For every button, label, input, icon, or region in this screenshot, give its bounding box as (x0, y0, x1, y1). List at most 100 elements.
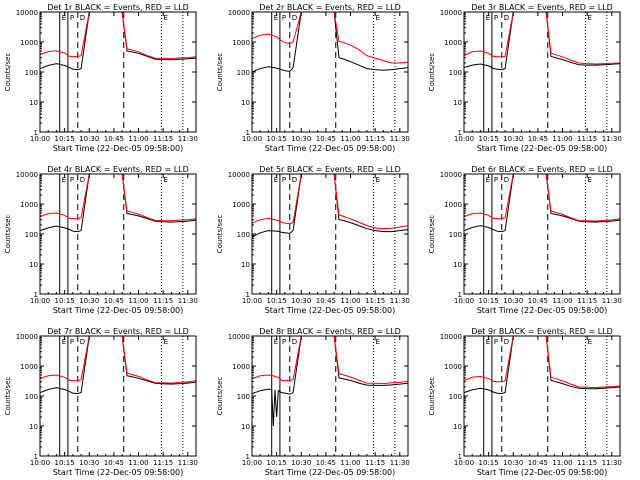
x-tick-label: 10:45 (316, 135, 336, 143)
panel-frame (463, 173, 621, 295)
y-tick-label: 100 (237, 231, 250, 239)
y-tick-label: 10000 (228, 333, 250, 341)
x-tick-label: 10:15 (479, 135, 499, 143)
x-tick-label: 10:45 (528, 459, 548, 467)
marker-label: E (376, 338, 380, 346)
panel-title: Det 1r BLACK = Events, RED = LLD (47, 3, 189, 12)
marker-label: E (588, 338, 592, 346)
x-tick-label: 11:30 (602, 297, 622, 305)
x-axis-label: Start Time (22-Dec-05 09:58:00) (53, 468, 184, 477)
lld-series-line (464, 174, 620, 222)
y-axis-label: Counts/sec (216, 377, 224, 416)
y-tick-label: 10 (29, 99, 38, 107)
y-tick-label: 1000 (232, 363, 250, 371)
x-tick-label: 11:30 (390, 135, 410, 143)
y-axis-label: Counts/sec (428, 53, 436, 92)
marker-label: D (504, 176, 509, 184)
x-tick-label: 10:30 (291, 459, 311, 467)
marker-label: E (164, 338, 168, 346)
x-tick-label: 11:00 (340, 135, 360, 143)
y-tick-label: 100 (237, 393, 250, 401)
x-tick-label: 11:30 (178, 459, 198, 467)
y-tick-label: 1000 (20, 201, 38, 209)
x-axis-label: Start Time (22-Dec-05 09:58:00) (265, 306, 396, 315)
marker-label: P (282, 14, 286, 22)
x-tick-label: 11:00 (128, 135, 148, 143)
panel-frame (463, 11, 621, 133)
y-tick-label: 1000 (444, 201, 462, 209)
x-tick-label: 11:00 (128, 459, 148, 467)
y-axis-label: Counts/sec (4, 53, 12, 92)
y-tick-label: 10000 (228, 171, 250, 179)
lld-series-line (252, 174, 408, 230)
marker-label: D (504, 14, 509, 22)
panel-title: Det 5r BLACK = Events, RED = LLD (259, 165, 401, 174)
x-tick-label: 10:45 (104, 459, 124, 467)
y-axis-label: Counts/sec (216, 215, 224, 254)
x-tick-label: 10:30 (79, 297, 99, 305)
y-tick-label: 10 (453, 423, 462, 431)
x-tick-label: 11:00 (552, 135, 572, 143)
marker-label: E (274, 176, 278, 184)
x-tick-label: 11:00 (340, 297, 360, 305)
x-axis-label: Start Time (22-Dec-05 09:58:00) (265, 468, 396, 477)
x-tick-label: 10:30 (503, 459, 523, 467)
panel-title: Det 7r BLACK = Events, RED = LLD (47, 327, 189, 336)
y-tick-label: 100 (25, 393, 38, 401)
x-tick-label: 10:00 (454, 135, 474, 143)
panel-title: Det 2r BLACK = Events, RED = LLD (259, 3, 401, 12)
panel-title: Det 6r BLACK = Events, RED = LLD (471, 165, 613, 174)
y-tick-label: 1000 (20, 39, 38, 47)
marker-label: P (494, 14, 498, 22)
y-tick-label: 1 (34, 291, 38, 299)
x-tick-label: 10:45 (528, 135, 548, 143)
panel-frame (39, 335, 197, 457)
y-tick-label: 1 (34, 453, 38, 461)
x-tick-label: 10:00 (30, 135, 50, 143)
y-tick-label: 1 (458, 453, 462, 461)
y-tick-label: 10000 (16, 333, 38, 341)
x-axis-label: Start Time (22-Dec-05 09:58:00) (53, 144, 184, 153)
x-tick-label: 10:30 (79, 459, 99, 467)
x-tick-label: 10:15 (479, 459, 499, 467)
y-tick-label: 100 (25, 231, 38, 239)
x-tick-label: 10:00 (454, 459, 474, 467)
y-axis-label: Counts/sec (216, 53, 224, 92)
y-tick-label: 10000 (16, 9, 38, 17)
marker-label: D (80, 338, 85, 346)
x-tick-label: 10:15 (55, 297, 75, 305)
x-tick-label: 10:30 (291, 135, 311, 143)
lld-series-line (464, 336, 620, 389)
x-tick-label: 11:30 (178, 297, 198, 305)
marker-label: E (62, 14, 66, 22)
y-tick-label: 10 (29, 423, 38, 431)
x-tick-label: 11:30 (602, 459, 622, 467)
x-tick-label: 10:30 (503, 297, 523, 305)
x-tick-label: 11:30 (390, 459, 410, 467)
x-tick-label: 11:15 (153, 135, 173, 143)
marker-label: P (70, 338, 74, 346)
x-tick-label: 10:00 (242, 297, 262, 305)
x-tick-label: 11:15 (577, 297, 597, 305)
x-tick-label: 10:00 (454, 297, 474, 305)
y-tick-label: 10 (29, 261, 38, 269)
y-tick-label: 10000 (16, 171, 38, 179)
marker-label: E (588, 14, 592, 22)
y-tick-label: 10000 (440, 9, 462, 17)
y-tick-label: 10 (241, 423, 250, 431)
panel-frame (251, 11, 409, 133)
x-tick-label: 10:15 (267, 135, 287, 143)
lld-series-line (464, 12, 620, 65)
x-axis-label: Start Time (22-Dec-05 09:58:00) (477, 144, 608, 153)
marker-label: E (486, 338, 490, 346)
y-tick-label: 10000 (228, 9, 250, 17)
y-axis-label: Counts/sec (428, 377, 436, 416)
x-axis-label: Start Time (22-Dec-05 09:58:00) (477, 468, 608, 477)
marker-label: E (62, 338, 66, 346)
marker-label: E (376, 176, 380, 184)
y-tick-label: 1 (246, 453, 250, 461)
